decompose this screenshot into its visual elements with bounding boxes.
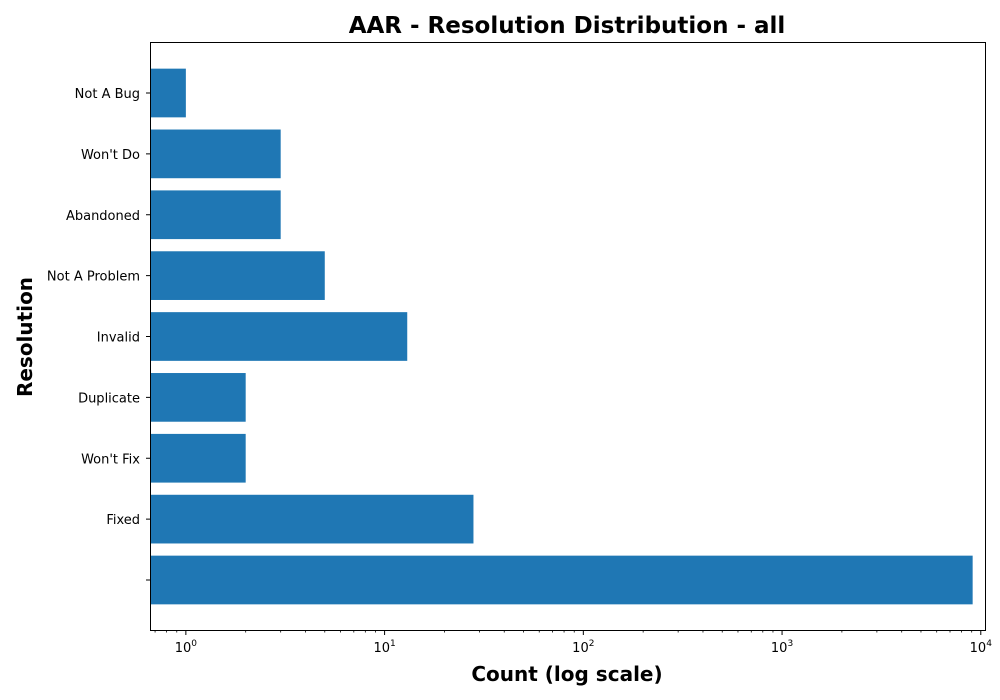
bar-won-t-fix <box>150 433 246 483</box>
bar-not-a-problem <box>150 251 325 300</box>
bars-group <box>150 68 973 605</box>
x-axis-title: Count (log scale) <box>471 662 662 686</box>
x-tick-label: 101 <box>373 639 395 656</box>
bar-invalid <box>150 312 408 361</box>
y-tick-label: Won't Fix <box>81 452 140 467</box>
y-tick-label: Not A Bug <box>75 87 140 102</box>
bar-fixed <box>150 494 474 544</box>
y-axis-title: Resolution <box>13 277 37 397</box>
bar-unlabeled <box>150 555 973 605</box>
x-tick-label: 102 <box>572 639 594 656</box>
bar-abandoned <box>150 190 281 240</box>
plot-frame <box>150 42 986 631</box>
chart-title: AAR - Resolution Distribution - all <box>349 13 786 39</box>
x-tick-label: 103 <box>771 639 793 656</box>
y-tick-label: Invalid <box>97 331 140 346</box>
y-tick-label: Abandoned <box>66 209 140 224</box>
bar-won-t-do <box>150 129 281 179</box>
y-axis-ticks: Fixed Won't Fix Duplicate Invalid Not A Prob… <box>47 87 150 581</box>
x-tick-label: 100 <box>175 639 198 656</box>
y-tick-label: Duplicate <box>78 391 140 406</box>
y-tick-label: Not A Problem <box>47 270 140 285</box>
y-tick-label: Won't Do <box>81 148 140 163</box>
y-tick-label: Fixed <box>106 513 140 528</box>
bar-not-a-bug <box>150 68 186 118</box>
bar-duplicate <box>150 373 246 422</box>
x-axis-ticks: 100 101 102 103 104 <box>154 630 993 656</box>
x-tick-label: 104 <box>970 639 993 656</box>
